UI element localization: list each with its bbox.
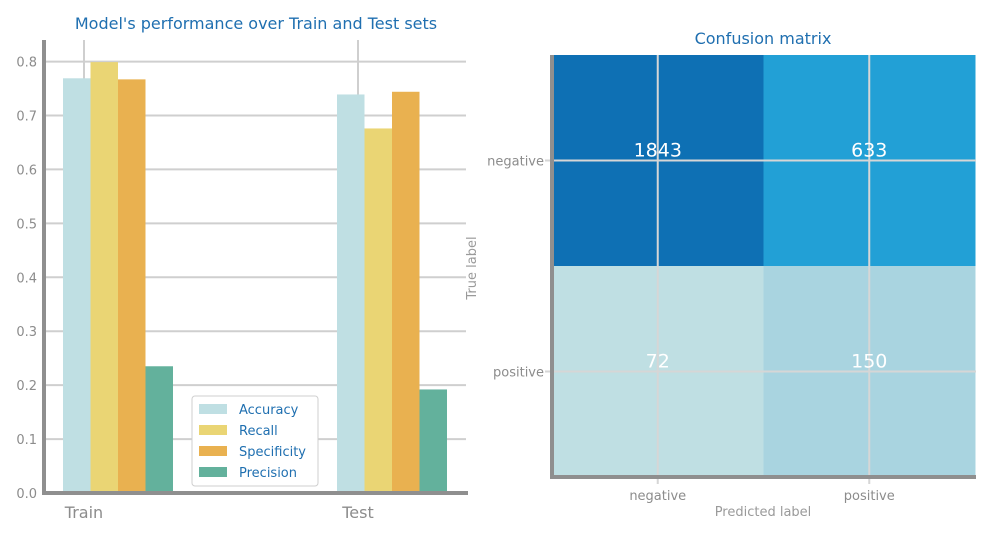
confusion-matrix-tick-labels: negative positive negative positive [487, 155, 895, 505]
legend-swatch-precision [199, 467, 227, 477]
confusion-matrix-gridlines [545, 55, 976, 484]
bar-y-tick-label: 0.1 [16, 433, 37, 448]
legend-label-precision: Precision [239, 466, 297, 481]
bar-specificity-test [392, 91, 420, 494]
bar-y-tick-label: 0.6 [16, 163, 37, 178]
legend-label-accuracy: Accuracy [239, 403, 299, 418]
bar-recall-test [364, 128, 392, 493]
bar-x-tick-label: Test [341, 503, 374, 522]
bar-chart-legend: Accuracy Recall Specificity Precision [191, 395, 319, 487]
bar-precision-test [419, 389, 447, 493]
bar-chart-title: Model's performance over Train and Test … [75, 14, 437, 33]
confusion-matrix-ylabel: True label [465, 236, 480, 300]
bar-precision-train [145, 366, 173, 493]
cm-value-negative-negative: 1843 [634, 140, 682, 162]
bar-recall-train [90, 62, 118, 493]
legend-swatch-specificity [199, 446, 227, 456]
confusion-matrix-axes [550, 55, 976, 479]
cm-value-positive-negative: 72 [646, 351, 670, 373]
bar-specificity-train [118, 79, 146, 493]
confusion-matrix-xlabel: Predicted label [715, 505, 812, 520]
cm-y-tick-label: negative [487, 155, 544, 170]
bar-y-tick-label: 0.5 [16, 217, 37, 232]
bar-accuracy-test [337, 94, 365, 493]
bar-y-tick-label: 0.3 [16, 325, 37, 340]
confusion-matrix-title: Confusion matrix [695, 29, 832, 48]
legend-label-recall: Recall [239, 424, 278, 439]
bar-chart-bars [63, 62, 447, 494]
legend-label-specificity: Specificity [239, 445, 306, 460]
bar-chart: Model's performance over Train and Test … [16, 14, 468, 522]
cm-x-tick-label: positive [844, 489, 895, 504]
confusion-matrix: Confusion matrix 1843 633 72 150 negative po… [465, 29, 976, 520]
cm-y-tick-label: positive [493, 366, 544, 381]
bar-y-tick-label: 0.8 [16, 56, 37, 71]
bar-y-tick-label: 0.4 [16, 271, 37, 286]
legend-box [191, 395, 319, 487]
bar-y-tick-label: 0.2 [16, 379, 37, 394]
bar-y-tick-label: 0.0 [16, 487, 37, 502]
bar-y-tick-labels: 0.0 0.1 0.2 0.3 0.4 0.5 0.6 0.7 0.8 [16, 56, 37, 502]
cm-value-positive-positive: 150 [851, 351, 887, 373]
bar-x-tick-label: Train [64, 503, 103, 522]
bar-accuracy-train [63, 78, 91, 494]
bar-chart-axes [42, 40, 468, 495]
bar-x-tick-labels: Train Test [64, 503, 374, 522]
confusion-matrix-values: 1843 633 72 150 [634, 140, 888, 373]
legend-swatch-recall [199, 425, 227, 435]
bar-y-tick-label: 0.7 [16, 110, 37, 125]
legend-swatch-accuracy [199, 404, 227, 414]
confusion-matrix-cells [552, 55, 976, 478]
cm-x-tick-label: negative [629, 489, 686, 504]
cm-value-negative-positive: 633 [851, 140, 887, 162]
